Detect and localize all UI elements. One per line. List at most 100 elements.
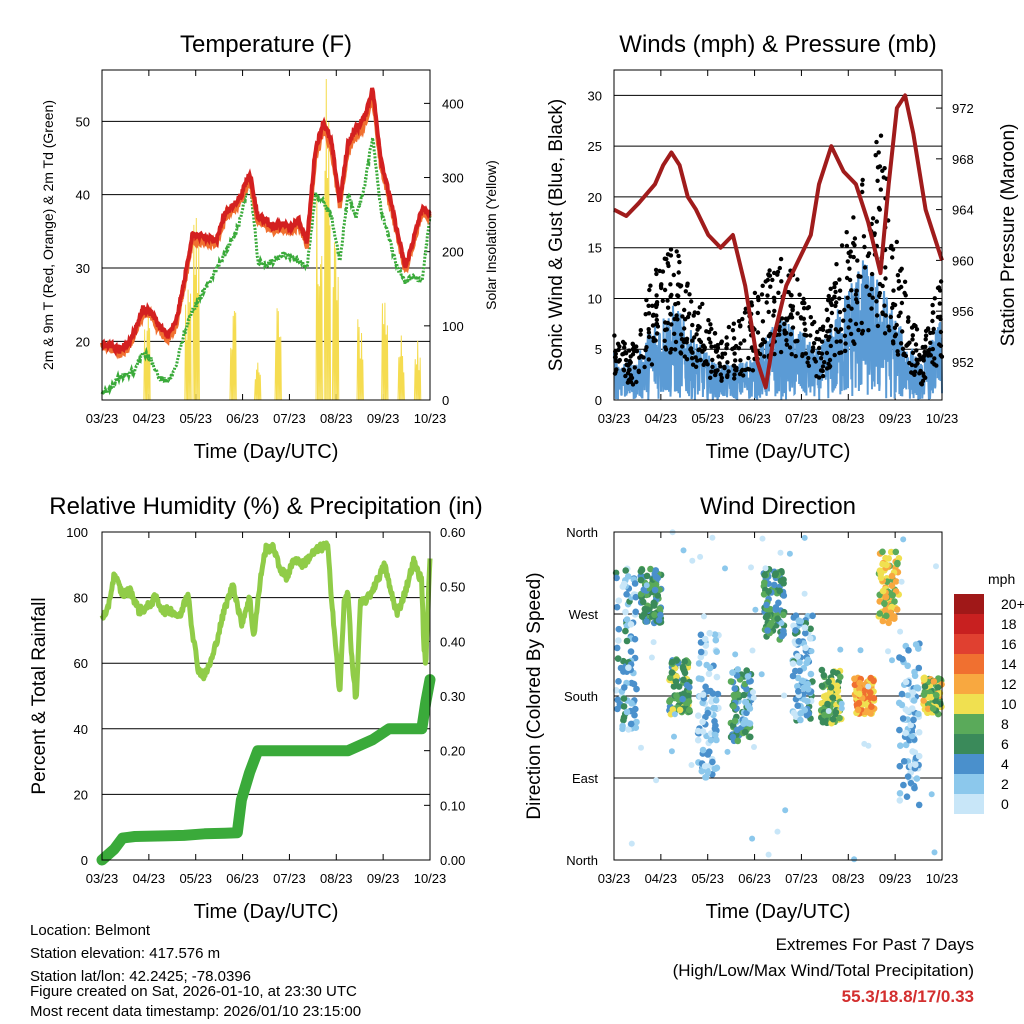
- gust-point: [660, 298, 665, 303]
- gust-point: [732, 372, 737, 377]
- wind-y2tick-label: 960: [952, 253, 974, 268]
- gust-point: [846, 304, 851, 309]
- wind-direction-point: [632, 608, 639, 616]
- wind-direction-point: [888, 572, 896, 580]
- gust-point: [837, 288, 843, 293]
- legend-swatch: [954, 674, 984, 694]
- wind-direction-point: [888, 603, 895, 611]
- gust-point: [710, 357, 715, 363]
- wind-direction-point: [654, 592, 662, 599]
- gust-point: [709, 344, 714, 349]
- wind-direction-point: [712, 731, 719, 739]
- wind-direction-point: [623, 591, 630, 598]
- wind-direction-point: [911, 672, 919, 680]
- gust-point: [614, 367, 619, 372]
- gust-point: [771, 313, 776, 318]
- gust-point: [779, 279, 784, 284]
- wind-direction-point: [776, 587, 783, 595]
- gust-point: [765, 293, 770, 298]
- wind-direction-point: [763, 601, 770, 609]
- dir-xtick-label: 07/23: [785, 871, 818, 886]
- solar-insolation-trace: [143, 311, 151, 401]
- gust-point: [680, 314, 685, 319]
- gust-point: [910, 350, 916, 355]
- wind-direction-point: [711, 631, 719, 638]
- gust-point: [839, 350, 844, 355]
- wind-direction-point: [729, 669, 736, 676]
- gust-point: [676, 293, 681, 299]
- wind-direction-point: [821, 711, 828, 719]
- wind-direction-point: [876, 610, 884, 617]
- gust-point: [900, 329, 905, 334]
- wind-direction-point: [898, 578, 905, 585]
- temp-xtick-label: 08/23: [320, 411, 353, 426]
- gust-point: [867, 292, 872, 298]
- wind-xtick-label: 08/23: [832, 411, 865, 426]
- wind-title: Winds (mph) & Pressure (mb): [619, 31, 936, 58]
- wind-direction-point: [697, 553, 704, 560]
- wind-direction-point: [907, 721, 914, 729]
- legend-label: 14: [1001, 656, 1017, 672]
- gust-point: [795, 277, 800, 282]
- rh-xtick-label: 10/23: [414, 871, 447, 886]
- gust-point: [784, 342, 790, 347]
- wind-direction-point: [931, 849, 938, 856]
- gust-point: [646, 357, 651, 362]
- gust-point: [669, 346, 674, 352]
- gust-point: [833, 303, 838, 309]
- gust-point: [895, 349, 900, 354]
- gust-point: [874, 299, 879, 304]
- wind-direction-point: [614, 655, 622, 662]
- wind-direction-point: [683, 681, 691, 689]
- wind-direction-point: [933, 691, 940, 699]
- temp-ytick-label: 20: [76, 334, 90, 349]
- wind-direction-point: [707, 736, 715, 744]
- legend-label: 2: [1001, 776, 1009, 792]
- temp-series-2m-t: [101, 87, 432, 357]
- gust-point: [896, 286, 902, 291]
- wind-direction-point: [761, 571, 768, 579]
- gust-point: [895, 273, 901, 278]
- temp-y2tick-label: 400: [442, 96, 464, 111]
- footer-location: Location: Belmont: [30, 922, 151, 939]
- gust-point: [906, 318, 911, 324]
- wind-direction-point: [705, 670, 713, 678]
- temp-xtick-label: 05/23: [179, 411, 212, 426]
- wind-direction-point: [631, 635, 639, 643]
- wind-direction-point: [671, 711, 678, 718]
- rh-xtick-label: 04/23: [133, 871, 166, 886]
- temp-title: Temperature (F): [180, 31, 352, 58]
- gust-point: [898, 268, 903, 273]
- gust-point: [613, 355, 618, 360]
- gust-point: [687, 311, 692, 316]
- wind-direction-point: [695, 675, 703, 682]
- solar-insolation-trace: [229, 311, 237, 401]
- wind-direction-point: [699, 728, 707, 735]
- wind-direction-point: [913, 775, 921, 782]
- gust-point: [647, 287, 652, 293]
- gust-point: [704, 329, 709, 334]
- gust-point: [690, 350, 695, 355]
- gust-point: [750, 368, 756, 373]
- gust-point: [706, 318, 711, 323]
- gust-point: [730, 328, 736, 333]
- gust-point: [768, 284, 773, 289]
- wind-direction-point: [892, 548, 900, 556]
- wind-direction-point: [704, 709, 712, 717]
- wind-direction-point: [934, 684, 942, 691]
- wind-direction-point: [612, 687, 620, 694]
- wind-direction-point: [794, 683, 801, 690]
- gust-point: [825, 316, 831, 322]
- gust-point: [880, 311, 885, 317]
- gust-point: [808, 315, 813, 320]
- wind-direction-point: [877, 574, 885, 582]
- rh-y2tick-label: 0.40: [440, 634, 465, 649]
- wind-direction-point: [900, 536, 907, 543]
- wind-direction-point: [829, 694, 837, 701]
- wind-direction-point: [782, 807, 789, 814]
- wind-direction-point: [695, 712, 702, 719]
- wind-direction-point: [707, 687, 714, 695]
- gust-point: [623, 373, 628, 379]
- gust-point: [708, 322, 713, 327]
- gust-point: [762, 339, 768, 345]
